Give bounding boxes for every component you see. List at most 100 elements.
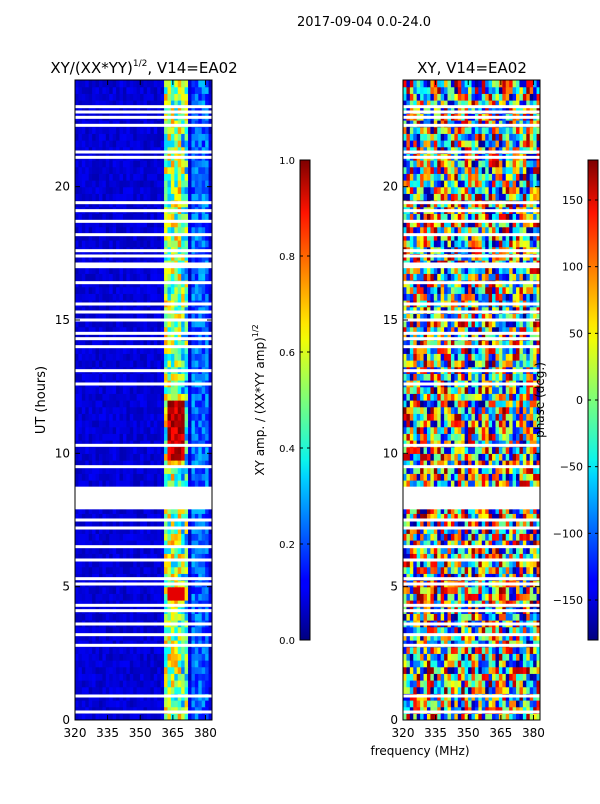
heatmap-cell — [133, 427, 137, 434]
heatmap-cell — [164, 400, 168, 407]
heatmap-cell — [116, 660, 120, 667]
heatmap-cell — [420, 567, 424, 574]
heatmap-cell — [523, 647, 527, 654]
heatmap-cell — [434, 687, 438, 694]
heatmap-cell — [147, 167, 151, 174]
heatmap-cell — [78, 213, 82, 220]
heatmap-cell — [205, 160, 209, 167]
heatmap-cell — [140, 660, 144, 667]
heatmap-cell — [161, 593, 165, 600]
heatmap-cell — [468, 700, 472, 707]
heatmap-cell — [526, 567, 530, 574]
heatmap-cell — [461, 613, 465, 620]
heatmap-cell — [434, 587, 438, 594]
heatmap-cell — [78, 360, 82, 367]
heatmap-cell — [154, 480, 158, 487]
heatmap-cell — [164, 700, 168, 707]
heatmap-cell — [116, 680, 120, 687]
heatmap-cell — [174, 393, 178, 400]
heatmap-cell — [526, 627, 530, 634]
heatmap-cell — [140, 700, 144, 707]
heatmap-cell — [205, 400, 209, 407]
heatmap-gap — [75, 644, 212, 647]
heatmap-cell — [154, 227, 158, 234]
heatmap-cell — [85, 413, 89, 420]
heatmap-cell — [205, 273, 209, 280]
heatmap-cell — [164, 613, 168, 620]
heatmap-cell — [144, 180, 148, 187]
heatmap-cell — [171, 667, 175, 674]
heatmap-cell — [191, 533, 195, 540]
heatmap-cell — [123, 680, 127, 687]
heatmap-cell — [178, 453, 182, 460]
heatmap-cell — [458, 653, 462, 660]
heatmap-cell — [506, 673, 510, 680]
heatmap-cell — [96, 293, 100, 300]
heatmap-cell — [123, 480, 127, 487]
heatmap-cell — [78, 400, 82, 407]
heatmap-cell — [123, 227, 127, 234]
heatmap-cell — [92, 173, 96, 180]
heatmap-cell — [171, 373, 175, 380]
heatmap-cell — [178, 673, 182, 680]
heatmap-cell — [188, 587, 192, 594]
heatmap-cell — [126, 473, 130, 480]
heatmap-cell — [178, 353, 182, 360]
heatmap-cell — [102, 480, 106, 487]
heatmap-cell — [123, 667, 127, 674]
heatmap-gap — [75, 545, 212, 548]
heatmap-cell — [133, 273, 137, 280]
heatmap-cell — [451, 567, 455, 574]
heatmap-cell — [137, 293, 141, 300]
heatmap-cell — [509, 567, 513, 574]
heatmap-cell — [96, 400, 100, 407]
heatmap-cell — [533, 680, 537, 687]
heatmap-cell — [102, 240, 106, 247]
heatmap-cell — [123, 427, 127, 434]
heatmap-cell — [126, 140, 130, 147]
heatmap-cell — [410, 613, 414, 620]
heatmap-cell — [109, 160, 113, 167]
heatmap-cell — [492, 667, 496, 674]
heatmap-cell — [441, 613, 445, 620]
heatmap-cell — [533, 647, 537, 654]
heatmap-cell — [106, 593, 110, 600]
heatmap-cell — [205, 473, 209, 480]
heatmap-cell — [489, 687, 493, 694]
heatmap-cell — [437, 673, 441, 680]
heatmap-cell — [106, 173, 110, 180]
heatmap-cell — [147, 373, 151, 380]
heatmap-cell — [185, 533, 189, 540]
heatmap-cell — [191, 273, 195, 280]
colorbar1-label-sup: 1/2 — [251, 324, 260, 337]
heatmap-gap — [75, 711, 212, 714]
heatmap-cell — [465, 567, 469, 574]
heatmap-gap — [75, 633, 212, 636]
heatmap-cell — [106, 273, 110, 280]
heatmap-cell — [181, 680, 185, 687]
heatmap-cell — [523, 660, 527, 667]
heatmap-cell — [178, 287, 182, 294]
heatmap-cell — [109, 387, 113, 394]
heatmap-cell — [164, 227, 168, 234]
heatmap-cell — [164, 167, 168, 174]
heatmap-cell — [195, 360, 199, 367]
heatmap-cell — [188, 660, 192, 667]
heatmap-cell — [171, 627, 175, 634]
heatmap-cell — [150, 687, 154, 694]
heatmap-cell — [205, 393, 209, 400]
heatmap-cell — [123, 240, 127, 247]
heatmap-cell — [106, 167, 110, 174]
heatmap-cell — [164, 353, 168, 360]
heatmap-cell — [188, 393, 192, 400]
heatmap-gap — [75, 369, 212, 372]
heatmap-cell — [164, 673, 168, 680]
heatmap-cell — [178, 133, 182, 140]
heatmap-gap — [75, 209, 212, 212]
heatmap-cell — [427, 660, 431, 667]
heatmap-cell — [475, 680, 479, 687]
heatmap-cell — [140, 373, 144, 380]
heatmap-cell — [92, 180, 96, 187]
heatmap-cell — [188, 227, 192, 234]
heatmap-cell — [116, 673, 120, 680]
